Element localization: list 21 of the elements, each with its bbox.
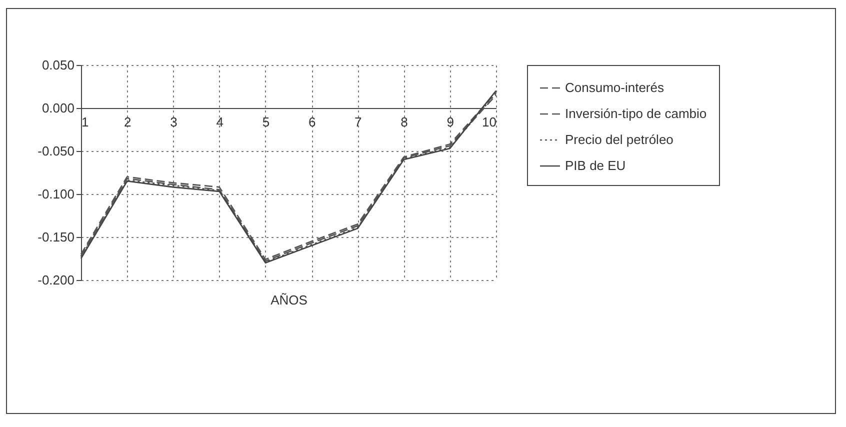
x-tick-label: 9 [446, 114, 454, 130]
y-tick-label: 0.000 [42, 100, 74, 116]
legend-label: Inversión-tipo de cambio [565, 106, 707, 121]
x-tick-label: 2 [124, 114, 132, 130]
x-tick-label: 7 [354, 114, 362, 130]
x-tick-label: 6 [308, 114, 316, 130]
x-tick-label: 5 [262, 114, 270, 130]
y-tick-label: -0.100 [38, 186, 74, 202]
x-axis-title: AÑOS [270, 292, 308, 308]
x-tick-label: 4 [216, 114, 224, 130]
x-tick-label: 8 [400, 114, 408, 130]
legend-label: PIB de EU [565, 158, 626, 173]
y-tick-label: 0.050 [42, 58, 74, 72]
y-tick-label: -0.150 [38, 230, 74, 244]
x-tick-label: 1 [82, 114, 89, 130]
y-tick-label: -0.050 [38, 144, 74, 158]
legend-label: Precio del petróleo [565, 132, 674, 147]
x-tick-label: 3 [170, 114, 178, 130]
x-tick-label: 10 [482, 114, 496, 130]
legend-label: Consumo-interés [565, 80, 664, 95]
y-tick-label: -0.200 [38, 272, 74, 288]
